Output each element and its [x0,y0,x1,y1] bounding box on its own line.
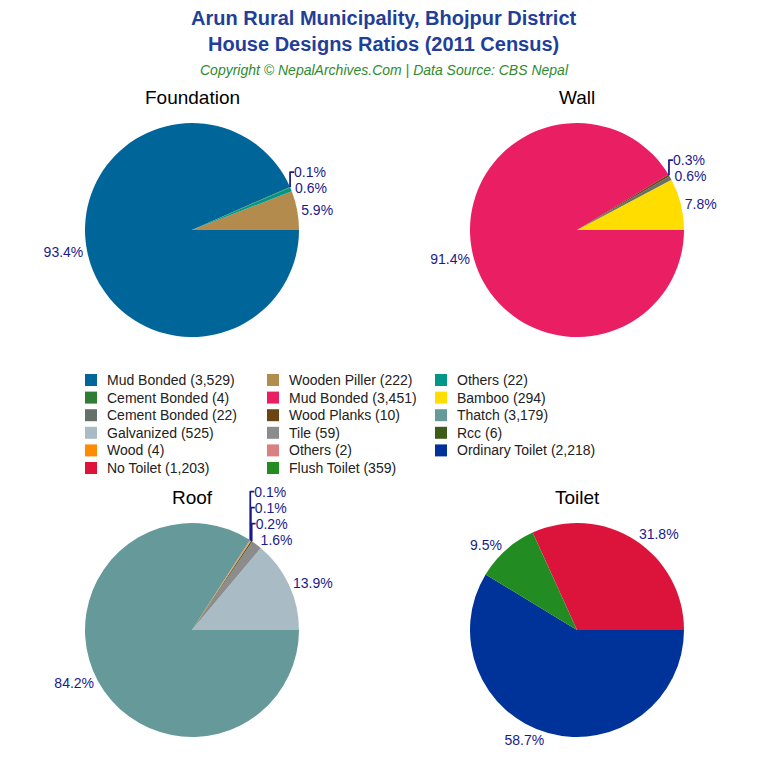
svg-text:Bamboo (294): Bamboo (294) [457,390,546,406]
svg-text:0.1%: 0.1% [294,164,326,180]
svg-text:Thatch (3,179): Thatch (3,179) [457,407,548,423]
svg-text:Wood Planks (10): Wood Planks (10) [289,407,400,423]
svg-text:Ordinary Toilet (2,218): Ordinary Toilet (2,218) [457,442,595,458]
svg-text:9.5%: 9.5% [470,537,502,553]
svg-text:Mud Bonded (3,451): Mud Bonded (3,451) [289,390,417,406]
svg-text:Tile (59): Tile (59) [289,425,340,441]
svg-text:Foundation: Foundation [145,87,240,108]
svg-text:0.2%: 0.2% [256,516,288,532]
svg-text:0.1%: 0.1% [255,500,287,516]
svg-text:1.6%: 1.6% [261,532,293,548]
svg-text:Roof: Roof [172,487,213,508]
svg-text:Mud Bonded (3,529): Mud Bonded (3,529) [107,372,235,388]
svg-text:31.8%: 31.8% [639,526,679,542]
svg-text:Galvanized (525): Galvanized (525) [107,425,214,441]
svg-text:84.2%: 84.2% [54,675,94,691]
svg-text:0.1%: 0.1% [254,484,286,500]
svg-text:Arun Rural Municipality, Bhojp: Arun Rural Municipality, Bhojpur Distric… [191,7,577,55]
svg-text:91.4%: 91.4% [430,251,470,267]
svg-text:7.8%: 7.8% [685,196,717,212]
svg-text:Wood (4): Wood (4) [107,442,164,458]
svg-text:Flush Toilet (359): Flush Toilet (359) [289,460,396,476]
svg-text:Copyright © NepalArchives.Com: Copyright © NepalArchives.Com | Data Sou… [200,62,569,78]
svg-text:58.7%: 58.7% [504,732,544,748]
svg-text:5.9%: 5.9% [301,202,333,218]
svg-text:Cement Bonded (22): Cement Bonded (22) [107,407,237,423]
svg-text:Rcc (6): Rcc (6) [457,425,502,441]
svg-text:Others (2): Others (2) [289,442,352,458]
svg-text:Others (22): Others (22) [457,372,528,388]
svg-text:Wall: Wall [559,87,595,108]
svg-text:93.4%: 93.4% [44,244,84,260]
svg-text:Wooden Piller (222): Wooden Piller (222) [289,372,412,388]
svg-text:0.6%: 0.6% [295,180,327,196]
svg-text:13.9%: 13.9% [293,575,333,591]
svg-text:0.6%: 0.6% [674,168,706,184]
svg-text:Toilet: Toilet [555,487,600,508]
svg-text:No Toilet (1,203): No Toilet (1,203) [107,460,209,476]
svg-text:Cement Bonded (4): Cement Bonded (4) [107,390,229,406]
svg-text:0.3%: 0.3% [673,152,705,168]
